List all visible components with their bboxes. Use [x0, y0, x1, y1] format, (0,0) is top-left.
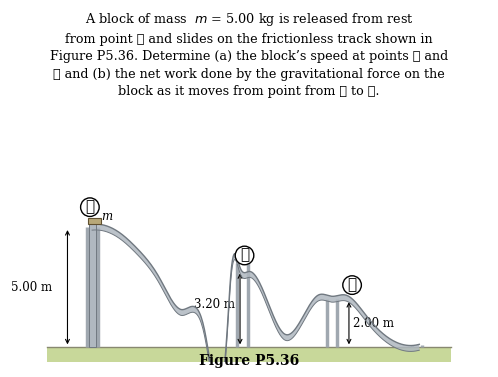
Text: A block of mass  $m$ = 5.00 kg is released from rest
from point Ⓐ and slides on : A block of mass $m$ = 5.00 kg is release… [50, 11, 448, 98]
Polygon shape [92, 224, 419, 377]
Text: 2.00 m: 2.00 m [353, 317, 393, 330]
FancyBboxPatch shape [88, 218, 101, 224]
Text: 3.20 m: 3.20 m [194, 298, 235, 311]
FancyBboxPatch shape [47, 347, 451, 362]
Text: Ⓒ: Ⓒ [348, 278, 357, 292]
Text: 5.00 m: 5.00 m [10, 281, 52, 294]
Text: Ⓐ: Ⓐ [85, 200, 95, 214]
Polygon shape [89, 224, 96, 347]
Text: m: m [102, 210, 113, 223]
Text: Figure P5.36: Figure P5.36 [199, 354, 299, 368]
Text: Ⓑ: Ⓑ [240, 248, 249, 262]
